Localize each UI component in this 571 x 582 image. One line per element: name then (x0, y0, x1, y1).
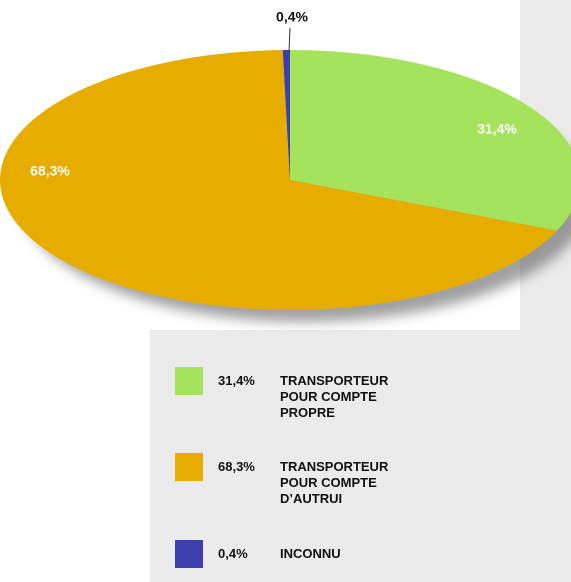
pie-slice (282, 50, 290, 180)
data-label: 0,4% (276, 9, 308, 25)
legend-label: TRANSPORTEUR POUR COMPTE PROPRE (280, 373, 389, 420)
legend-swatch (175, 367, 203, 395)
legend-value: 0,4% (218, 546, 248, 561)
data-label: 68,3% (30, 163, 70, 179)
data-label: 31,4% (477, 121, 517, 137)
background-panel (150, 330, 571, 582)
legend-value: 68,3% (218, 459, 255, 474)
pie-slice (290, 50, 571, 231)
legend-label: TRANSPORTEUR POUR COMPTE D’AUTRUI (280, 459, 389, 506)
pie-slice (0, 50, 558, 310)
leader-line (288, 27, 291, 53)
legend-swatch (175, 453, 203, 481)
legend-swatch (175, 540, 203, 568)
legend-value: 31,4% (218, 373, 255, 388)
legend-label: INCONNU (280, 546, 341, 561)
